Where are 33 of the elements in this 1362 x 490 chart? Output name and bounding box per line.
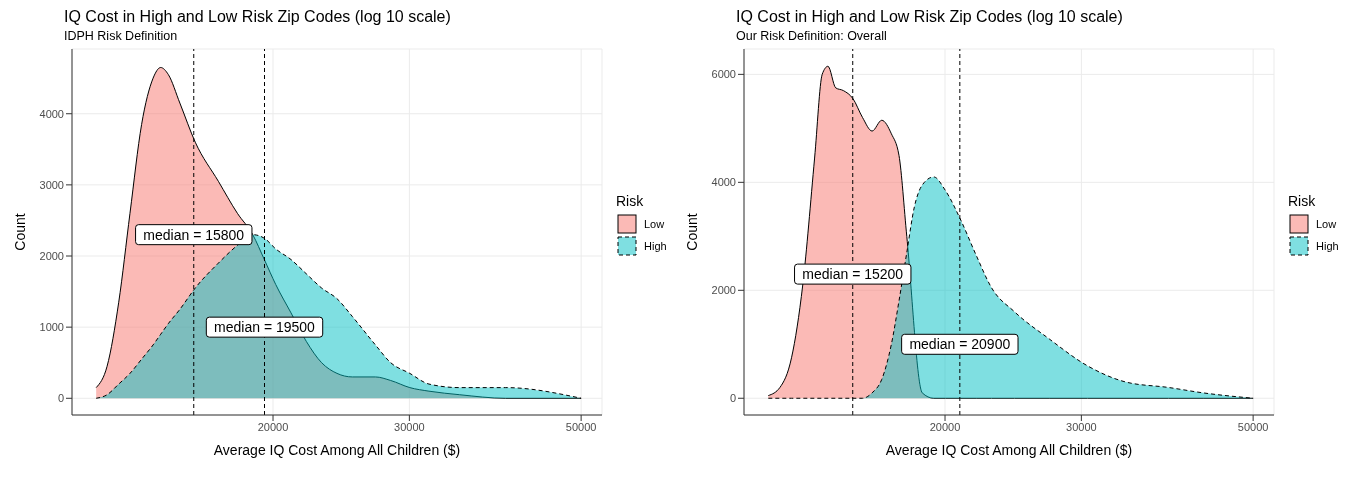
chart-subtitle: Our Risk Definition: Overall bbox=[736, 29, 888, 43]
y-tick-label: 2000 bbox=[39, 249, 64, 262]
y-axis-title: Count bbox=[11, 213, 28, 251]
legend-label: High bbox=[1316, 240, 1339, 252]
legend-title: Risk bbox=[1288, 193, 1317, 209]
x-axis-title: Average IQ Cost Among All Children ($) bbox=[885, 442, 1133, 458]
x-tick-label: 50000 bbox=[1237, 420, 1269, 433]
x-tick-label: 20000 bbox=[929, 420, 961, 433]
y-tick-label: 3000 bbox=[39, 178, 64, 191]
y-tick-label: 2000 bbox=[711, 284, 736, 297]
annotation: median = 19500 bbox=[214, 319, 316, 336]
chart-subtitle: IDPH Risk Definition bbox=[64, 29, 179, 43]
chart-title: IQ Cost in High and Low Risk Zip Codes (log 10 scale) bbox=[736, 8, 1124, 26]
y-tick-label: 0 bbox=[57, 392, 64, 405]
y-tick-label: 1000 bbox=[39, 321, 64, 334]
legend-label: Low bbox=[1316, 218, 1337, 230]
legend-label: High bbox=[644, 240, 667, 252]
x-axis-title: Average IQ Cost Among All Children ($) bbox=[213, 442, 461, 458]
annotation: median = 20900 bbox=[909, 336, 1011, 353]
y-tick-label: 6000 bbox=[711, 68, 736, 81]
x-tick-label: 50000 bbox=[565, 420, 597, 433]
annotation: median = 15800 bbox=[143, 226, 245, 243]
y-tick-label: 4000 bbox=[711, 176, 736, 189]
legend-label: Low bbox=[644, 218, 665, 230]
chart-title: IQ Cost in High and Low Risk Zip Codes (log 10 scale) bbox=[64, 8, 452, 26]
legend-title: Risk bbox=[616, 193, 645, 209]
annotation: median = 15200 bbox=[802, 266, 904, 283]
y-axis-title: Count bbox=[683, 213, 700, 251]
x-tick-label: 20000 bbox=[257, 420, 289, 433]
y-tick-label: 0 bbox=[729, 392, 736, 405]
x-tick-label: 30000 bbox=[394, 420, 425, 433]
y-tick-label: 4000 bbox=[39, 107, 64, 120]
x-tick-label: 30000 bbox=[1066, 420, 1097, 433]
